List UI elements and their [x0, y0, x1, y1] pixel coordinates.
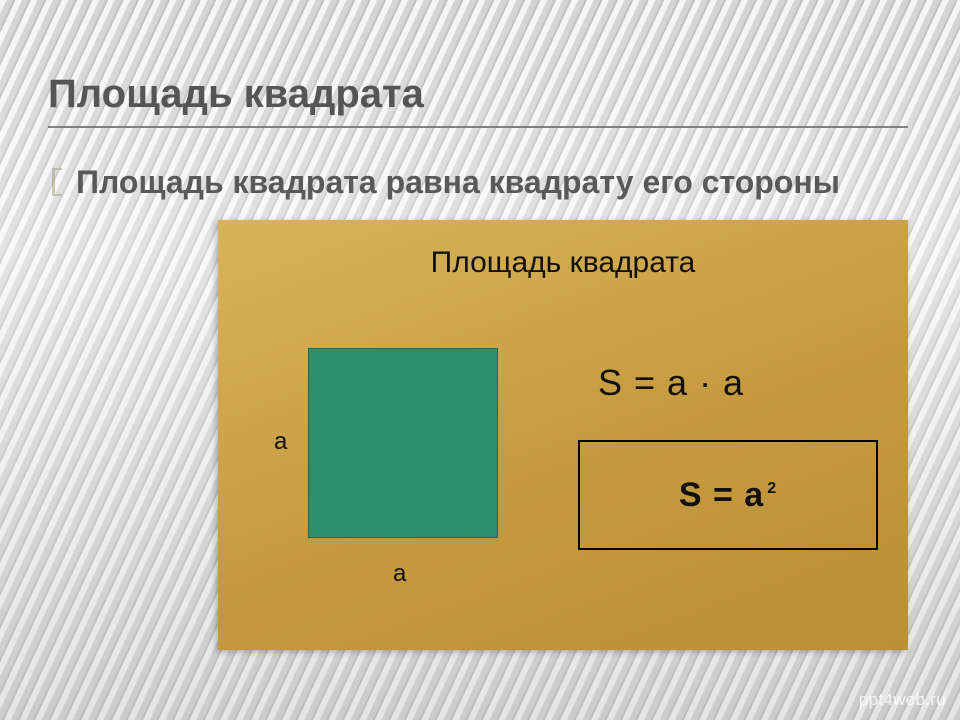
side-label-bottom: a: [393, 560, 406, 588]
subtitle-row: Площадь квадрата равна квадрату его стор…: [52, 162, 872, 202]
slide-title: Площадь квадрата: [48, 72, 424, 117]
diagram-panel: Площадь квадрата a a S = a · a S = a2: [218, 220, 908, 650]
formula-boxed: S = a2: [679, 476, 777, 515]
formula-boxed-exponent: 2: [767, 480, 777, 497]
watermark-text: ppt4web.ru: [859, 690, 946, 710]
slide-container: Площадь квадрата Площадь квадрата равна …: [0, 0, 960, 720]
formula-expanded: S = a · a: [598, 362, 744, 404]
square-shape: [308, 348, 498, 538]
formula-box: S = a2: [578, 440, 878, 550]
panel-title: Площадь квадрата: [218, 246, 908, 280]
formula-boxed-base: S = a: [679, 476, 764, 514]
bullet-icon: [52, 168, 62, 196]
title-underline: [48, 126, 908, 128]
side-label-left: a: [274, 428, 287, 456]
slide-subtitle: Площадь квадрата равна квадрату его стор…: [76, 162, 840, 202]
